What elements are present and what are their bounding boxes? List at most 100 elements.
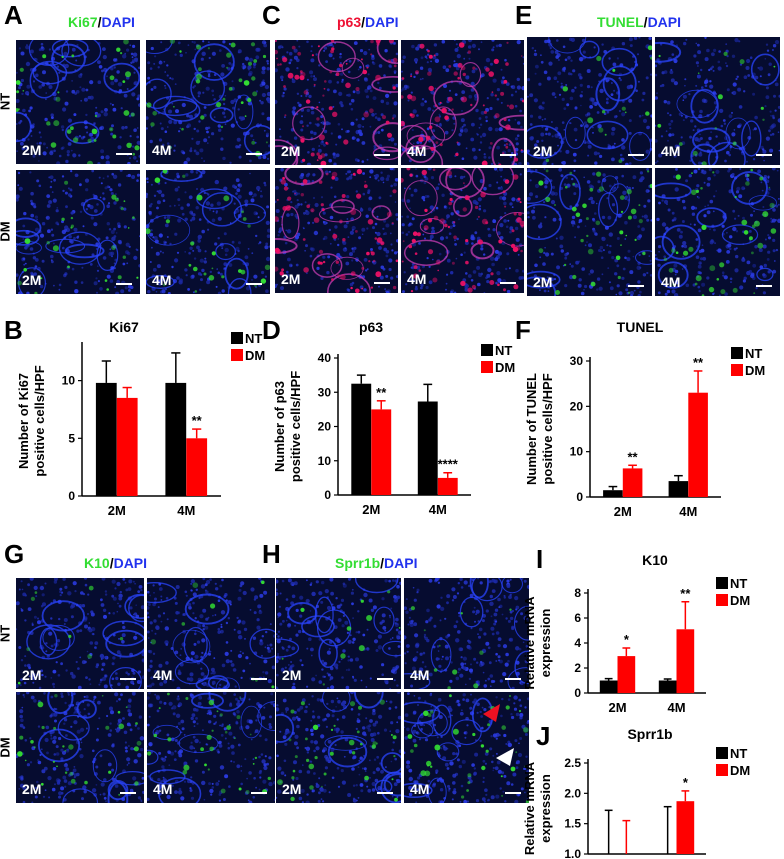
legend-label-nt: NT <box>730 576 747 591</box>
marker-name: TUNEL <box>597 14 644 30</box>
timepoint-label: 4M <box>661 143 681 159</box>
scale-bar <box>116 153 132 155</box>
stain-separator: / <box>643 14 648 30</box>
chart-title: K10 <box>642 552 668 568</box>
scale-bar <box>116 283 132 285</box>
significance-marker: ** <box>680 586 691 601</box>
bar-nt-2m <box>603 490 623 497</box>
bar-nt-2m <box>351 383 372 495</box>
timepoint-label: 2M <box>533 274 553 290</box>
y-axis-label: Number of TUNEL positive cells/HPF <box>524 373 555 485</box>
panel-label: C <box>262 0 281 30</box>
timepoint-label: 4M <box>410 781 430 797</box>
bar-chart-i: K10 Relative mRNA expression 0 2 4 6 8 * 2M ** 4M NT… <box>522 552 750 715</box>
scale-bar <box>505 792 521 794</box>
timepoint-label: 4M <box>152 272 172 288</box>
bar-chart-b: Ki67 Number of Ki67 positive cells/HPF 0 5 10… <box>16 319 265 518</box>
micrograph-e-nt-2m: 2M <box>527 37 652 165</box>
scale-bar <box>756 285 772 287</box>
scale-bar <box>374 282 390 284</box>
bar-dm-4m <box>676 801 695 854</box>
tissue-texture <box>401 168 524 293</box>
timepoint-label: 2M <box>282 667 302 683</box>
stain-title: p63/DAPI <box>337 15 398 29</box>
timepoint-label: 2M <box>22 667 42 683</box>
panel-label: I <box>536 544 544 574</box>
legend-swatch-nt <box>231 332 243 344</box>
y-axis-label-line2: expression <box>538 774 553 843</box>
marker-name: Ki67 <box>68 14 98 30</box>
counterstain-name: DAPI <box>384 555 418 571</box>
bar-dm-2m <box>617 656 636 693</box>
tissue-texture <box>276 578 401 689</box>
bar-dm-2m <box>371 409 392 495</box>
y-axis-label-line2: positive cells/HPF <box>32 365 47 476</box>
tissue-texture <box>146 40 270 164</box>
bar-nt-2m <box>95 382 117 496</box>
legend-swatch-nt <box>716 577 728 589</box>
y-axis-label-line1: Number of Ki67 <box>16 373 31 469</box>
tissue-texture <box>401 40 524 165</box>
micrograph-c-dm-2m: 2M <box>275 168 398 293</box>
counterstain-name: DAPI <box>113 555 148 571</box>
y-axis-label-line1: Number of TUNEL <box>524 373 539 485</box>
micrograph-e-nt-4m: 4M <box>655 37 780 165</box>
stain-title: K10/DAPI <box>84 556 147 570</box>
significance-marker: ** <box>376 385 387 400</box>
y-tick-label: 2.5 <box>564 756 581 770</box>
panel-label: D <box>262 315 281 345</box>
marker-name: p63 <box>337 14 362 30</box>
panel-label: J <box>536 721 551 751</box>
y-tick-label: 2 <box>574 661 581 675</box>
legend-swatch-nt <box>716 747 728 759</box>
y-tick-label: 8 <box>574 586 581 600</box>
timepoint-label: 2M <box>282 781 302 797</box>
significance-marker: * <box>624 632 630 647</box>
red-arrowhead-icon <box>483 704 500 722</box>
chart-title: TUNEL <box>617 319 664 335</box>
timepoint-label: 4M <box>407 143 427 159</box>
bar-dm-2m <box>622 468 643 497</box>
significance-marker: * <box>683 775 689 790</box>
legend-label-dm: DM <box>730 763 750 778</box>
marker-name: K10 <box>84 555 110 571</box>
legend-swatch-dm <box>716 764 728 776</box>
y-axis-label-line1: Number of p63 <box>272 381 287 472</box>
bar-chart-d: p63 Number of p63 positive cells/HPF 0 10 20 3… <box>272 319 515 517</box>
y-axis-label: Number of p63 positive cells/HPF <box>272 371 303 482</box>
chart-title: Sprr1b <box>627 726 672 742</box>
x-tick-label: 2M <box>614 504 632 519</box>
timepoint-label: 2M <box>281 143 301 159</box>
y-tick-label: 20 <box>570 399 584 413</box>
micrograph-c-nt-2m: 2M <box>275 40 398 165</box>
y-tick-label: 10 <box>62 374 76 388</box>
timepoint-label: 2M <box>281 271 301 287</box>
legend-label-dm: DM <box>730 593 750 608</box>
timepoint-label: 4M <box>152 142 172 158</box>
y-tick-label: 0 <box>576 490 583 504</box>
tissue-texture <box>16 692 144 803</box>
scale-bar <box>505 678 521 680</box>
legend-swatch-dm <box>231 349 243 361</box>
scale-bar <box>246 153 262 155</box>
chart-title: Ki67 <box>109 319 139 335</box>
timepoint-label: 4M <box>153 667 173 683</box>
y-axis-label-line1: Relative mRNA <box>522 761 537 855</box>
micrograph-h-dm-4m: 4M <box>404 692 529 803</box>
bar-dm-4m <box>688 392 708 497</box>
stain-title: Ki67/DAPI <box>68 15 135 29</box>
y-tick-label: 2.0 <box>564 786 581 800</box>
scale-bar <box>246 283 262 285</box>
x-tick-label: 2M <box>362 502 380 517</box>
scale-bar <box>628 154 644 156</box>
stain-separator: / <box>109 555 114 571</box>
scale-bar <box>377 792 393 794</box>
chart-title: p63 <box>359 319 383 335</box>
legend-label-nt: NT <box>730 746 747 761</box>
bar-nt-4m <box>417 401 438 495</box>
micrograph-g-nt-2m: 2M <box>16 578 144 689</box>
tissue-texture <box>655 168 780 296</box>
panel-label: B <box>4 315 23 345</box>
panel-label: G <box>4 539 25 569</box>
y-tick-label: 40 <box>318 351 332 365</box>
